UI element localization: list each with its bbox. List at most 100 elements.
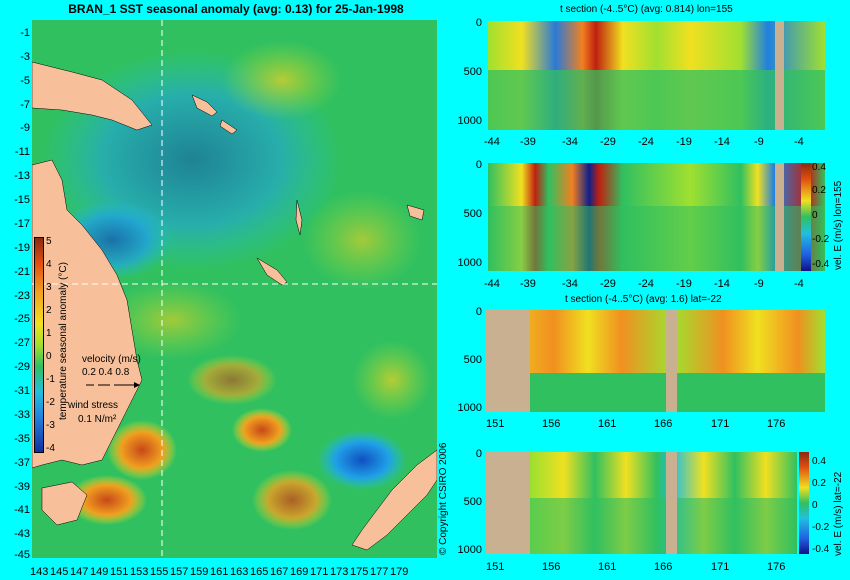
colorbar-tick: -3: [46, 420, 55, 431]
lon-tick: 161: [210, 566, 229, 578]
colorbar-label: temperature seasonal anomaly (°C): [58, 262, 69, 420]
lat-tick: -9: [20, 122, 30, 134]
lat-tick: -37: [14, 457, 30, 469]
lat-tick: -19: [14, 242, 30, 254]
colorbar-tick: -2: [46, 397, 55, 408]
panel3-land-2: [666, 310, 677, 412]
panel4-xtick: 166: [654, 561, 673, 573]
panel2-xtick: -29: [600, 278, 616, 290]
lat-tick: -39: [14, 481, 30, 493]
lat-tick: -15: [14, 194, 30, 206]
panel1-xtick: -9: [754, 136, 764, 148]
lat-tick: -35: [14, 433, 30, 445]
colorbar-tick: -4: [46, 443, 55, 454]
panel3-xtick: 166: [654, 418, 673, 430]
sst-anomaly-map[interactable]: [32, 20, 437, 558]
lon-tick: 165: [250, 566, 269, 578]
panel2-xtick: -24: [638, 278, 654, 290]
lat-tick: -43: [14, 528, 30, 540]
panel2-xtick: -14: [714, 278, 730, 290]
velocity-label: velocity (m/s): [82, 354, 141, 365]
velocity-scale: 0.2 0.4 0.8: [82, 367, 130, 378]
colorbar-tick: -1: [46, 374, 55, 385]
panel1-ytick: 500: [463, 66, 482, 78]
panel2-cb-tick: 0: [812, 210, 818, 221]
panel1-title: t section (-4..5°C) (avg: 0.814) lon=155: [560, 4, 733, 15]
panel4-xtick: 171: [711, 561, 730, 573]
panel3-xtick: 171: [711, 418, 730, 430]
panel4-cb-tick: 0.2: [812, 478, 826, 489]
panel3-section-plot[interactable]: [486, 310, 825, 412]
lat-tick: -25: [14, 313, 30, 325]
panel4-cb-tick: -0.4: [812, 544, 830, 555]
yellow-blob-3: [102, 280, 242, 360]
panel4-velocity-plot[interactable]: [486, 452, 797, 554]
panel2-xtick: -19: [676, 278, 692, 290]
panel2-velocity-plot[interactable]: [488, 163, 825, 271]
lon-tick: 159: [190, 566, 209, 578]
lat-tick: -1: [20, 27, 30, 39]
land-tasmania: [41, 481, 88, 526]
panel2-ytick: 1000: [457, 257, 482, 269]
lon-tick: 179: [390, 566, 409, 578]
land-fiji: [406, 204, 425, 221]
land-new-guinea: [32, 61, 153, 131]
panel1-ytick: 0: [475, 17, 482, 29]
lat-tick: -41: [14, 504, 30, 516]
panel1-xtick: -4: [794, 136, 804, 148]
panel2-cb-tick: 0.2: [812, 185, 826, 196]
cool-region-tasman: [317, 430, 407, 490]
warm-blob-1: [107, 420, 177, 480]
panel4-cb-tick: 0: [812, 500, 818, 511]
colorbar-tick: 0: [46, 351, 52, 362]
yellow-blob-2: [302, 190, 422, 290]
panel3-xtick: 151: [486, 418, 505, 430]
copyright: © Copyright CSIRO 2006: [438, 442, 449, 555]
lat-tick: -7: [20, 99, 30, 111]
lon-tick: 151: [110, 566, 129, 578]
lon-tick: 171: [310, 566, 329, 578]
lon-tick: 173: [330, 566, 349, 578]
panel3-xtick: 156: [542, 418, 561, 430]
warm-blob-3: [232, 408, 292, 452]
panel2-cb-tick: -0.2: [812, 234, 830, 245]
lon-tick: 153: [130, 566, 149, 578]
panel4-cb-tick: 0.4: [812, 456, 826, 467]
panel2-xtick: -44: [484, 278, 500, 290]
warm-blob-2: [67, 475, 147, 525]
panel2-colorbar: [801, 163, 811, 271]
panel4-xtick: 151: [486, 561, 505, 573]
lat-tick: -33: [14, 409, 30, 421]
colorbar-tick: 2: [46, 305, 52, 316]
lon-tick: 147: [70, 566, 89, 578]
land-vanuatu: [295, 199, 303, 236]
lon-tick: 177: [370, 566, 389, 578]
panel3-ytick: 1000: [457, 402, 482, 414]
yellow-blob-1: [222, 40, 342, 120]
map-title: BRAN_1 SST seasonal anomaly (avg: 0.13) …: [68, 2, 404, 16]
lat-tick: -5: [20, 75, 30, 87]
lat-tick: -11: [14, 146, 30, 158]
panel3-ytick: 500: [463, 354, 482, 366]
panel4-ytick: 500: [463, 496, 482, 508]
panel1-xtick: -19: [676, 136, 692, 148]
land-solomon-islands: [191, 94, 238, 135]
panel4-cb-tick: -0.2: [812, 522, 830, 533]
warm-blob-4: [252, 470, 332, 530]
land-australia: [32, 159, 143, 469]
panel4-ytick: 0: [475, 448, 482, 460]
lon-tick: 157: [170, 566, 189, 578]
panel2-xtick: -9: [754, 278, 764, 290]
land-new-zealand: [351, 449, 437, 551]
lat-tick: -21: [14, 266, 30, 278]
map-canvas: [32, 20, 437, 558]
panel4-xtick: 161: [598, 561, 617, 573]
panel3-xtick: 161: [598, 418, 617, 430]
lon-tick: 169: [290, 566, 309, 578]
panel4-xtick: 156: [542, 561, 561, 573]
panel3-title: t section (-4..5°C) (avg: 1.6) lat=-22: [565, 294, 722, 305]
panel1-section-plot[interactable]: [488, 21, 825, 130]
lon-tick: 143: [30, 566, 49, 578]
lat-tick: -31: [14, 385, 30, 397]
panel2-xtick: -39: [520, 278, 536, 290]
